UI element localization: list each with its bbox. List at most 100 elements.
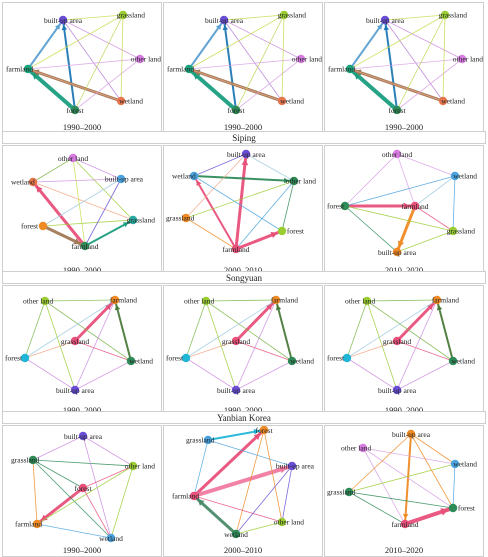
- flow-edge: [32, 435, 84, 461]
- node-label: built-up area: [205, 16, 244, 25]
- flow-edge: [366, 299, 438, 302]
- flow-edge: [120, 14, 124, 102]
- arrowhead: [222, 24, 229, 31]
- land-node: [259, 426, 269, 435]
- land-node: [287, 461, 297, 471]
- flow-edge: [366, 300, 454, 362]
- node-label: built-up area: [378, 386, 417, 395]
- flow-edge: [344, 153, 398, 207]
- node-label: farmland: [15, 520, 42, 529]
- node-label: grassland: [11, 456, 40, 465]
- period-label: 1990–2000: [384, 122, 424, 132]
- network-graph: other land farmland grassland forest wetland…: [327, 296, 475, 396]
- land-node: [277, 517, 287, 527]
- flow-edge: [396, 360, 454, 391]
- land-node: [448, 226, 458, 236]
- arrowhead: [283, 177, 290, 184]
- land-node: [392, 105, 402, 115]
- flow-edge: [205, 299, 277, 302]
- flow-edge: [275, 299, 293, 362]
- flow-edge: [62, 19, 141, 60]
- network-panel: other land wetland built-up area grassland f…: [2, 145, 162, 277]
- arrowhead: [114, 304, 121, 311]
- node-label: wetland: [99, 534, 123, 543]
- flow-edge: [114, 299, 132, 362]
- node-label: built-up area: [392, 430, 431, 439]
- land-node: [203, 435, 213, 445]
- flow-edge: [72, 157, 86, 247]
- node-label: farmland: [222, 245, 249, 254]
- node-label: grassland: [117, 11, 146, 20]
- flow-edge: [185, 153, 247, 219]
- network-graph: built-up area wetland other land grassland f…: [166, 149, 316, 254]
- land-node: [277, 96, 287, 106]
- land-node: [231, 336, 241, 346]
- node-label: grassland: [186, 436, 215, 445]
- flow-edge: [82, 435, 112, 539]
- period-label: 1990–2000: [62, 405, 102, 415]
- land-node: [448, 356, 458, 366]
- flow-edge: [24, 299, 116, 359]
- period-label: 1990–2000: [62, 545, 102, 555]
- flow-edge: [223, 19, 302, 60]
- node-label: forest: [5, 354, 23, 363]
- arrowhead: [253, 433, 261, 440]
- land-node: [392, 247, 402, 257]
- node-label: wetland: [280, 97, 304, 106]
- arrowhead: [279, 465, 288, 474]
- arrowhead: [436, 304, 443, 311]
- land-node: [38, 221, 48, 231]
- node-label: grassland: [278, 11, 307, 20]
- node-label: grassland: [447, 227, 476, 236]
- flow-edge: [27, 14, 124, 70]
- node-label: grassland: [61, 337, 90, 346]
- flow-edge: [235, 299, 277, 391]
- node-label: wetland: [119, 97, 143, 106]
- node-label: built-up area: [105, 175, 144, 184]
- land-node: [392, 336, 402, 346]
- arrowhead: [253, 429, 260, 435]
- land-node: [78, 431, 88, 441]
- land-node: [440, 10, 450, 20]
- node-label: built-up area: [64, 432, 103, 441]
- flow-edge: [234, 153, 248, 250]
- flow-edge: [384, 14, 446, 21]
- land-node: [189, 171, 199, 181]
- land-node: [135, 54, 145, 64]
- land-node: [118, 10, 128, 20]
- land-node: [231, 105, 241, 115]
- region-title: Songyuan: [2, 271, 486, 284]
- node-label: forest: [66, 106, 84, 115]
- land-node: [438, 96, 448, 106]
- node-label: forest: [458, 504, 476, 513]
- flow-edge: [348, 491, 454, 509]
- arrowhead: [397, 240, 405, 248]
- arrowhead: [196, 180, 202, 187]
- flow-edge: [32, 157, 74, 183]
- network-graph: other land wetland built-up area grassland f…: [11, 153, 155, 251]
- land-node: [279, 10, 289, 20]
- network-graph: other land wetland forest farmland grassland…: [327, 149, 477, 257]
- flow-edge: [36, 523, 112, 539]
- land-node: [116, 96, 126, 106]
- flow-edge: [32, 459, 112, 539]
- arrowhead: [404, 202, 410, 210]
- node-label: built-up area: [217, 386, 256, 395]
- flow-edge: [188, 14, 285, 70]
- flow-edge: [24, 300, 46, 359]
- node-label: other land: [184, 297, 214, 306]
- flow-edge: [32, 459, 84, 489]
- node-label: farmland: [432, 296, 459, 305]
- region-title: Siping: [2, 131, 486, 144]
- node-label: other land: [292, 55, 322, 64]
- flow-edge: [74, 58, 141, 111]
- flow-edge: [185, 217, 237, 250]
- node-label: farmland: [401, 202, 428, 211]
- network-panel: other land wetland forest farmland grassland…: [324, 145, 484, 277]
- flow-edge: [72, 157, 122, 180]
- flow-edge: [185, 357, 237, 391]
- node-label: farmland: [328, 65, 355, 74]
- land-node: [181, 213, 191, 223]
- flow-edge: [36, 465, 134, 525]
